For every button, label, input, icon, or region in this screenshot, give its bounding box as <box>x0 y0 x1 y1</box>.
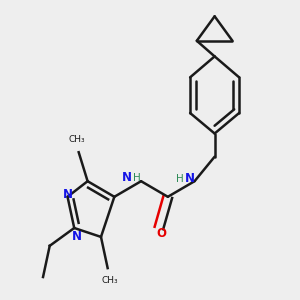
Text: H: H <box>176 174 184 184</box>
Text: H: H <box>133 172 140 183</box>
Text: O: O <box>156 227 166 240</box>
Text: N: N <box>122 171 132 184</box>
Text: N: N <box>62 188 73 201</box>
Text: N: N <box>71 230 82 242</box>
Text: N: N <box>185 172 195 185</box>
Text: CH₃: CH₃ <box>102 276 118 285</box>
Text: CH₃: CH₃ <box>68 135 85 144</box>
